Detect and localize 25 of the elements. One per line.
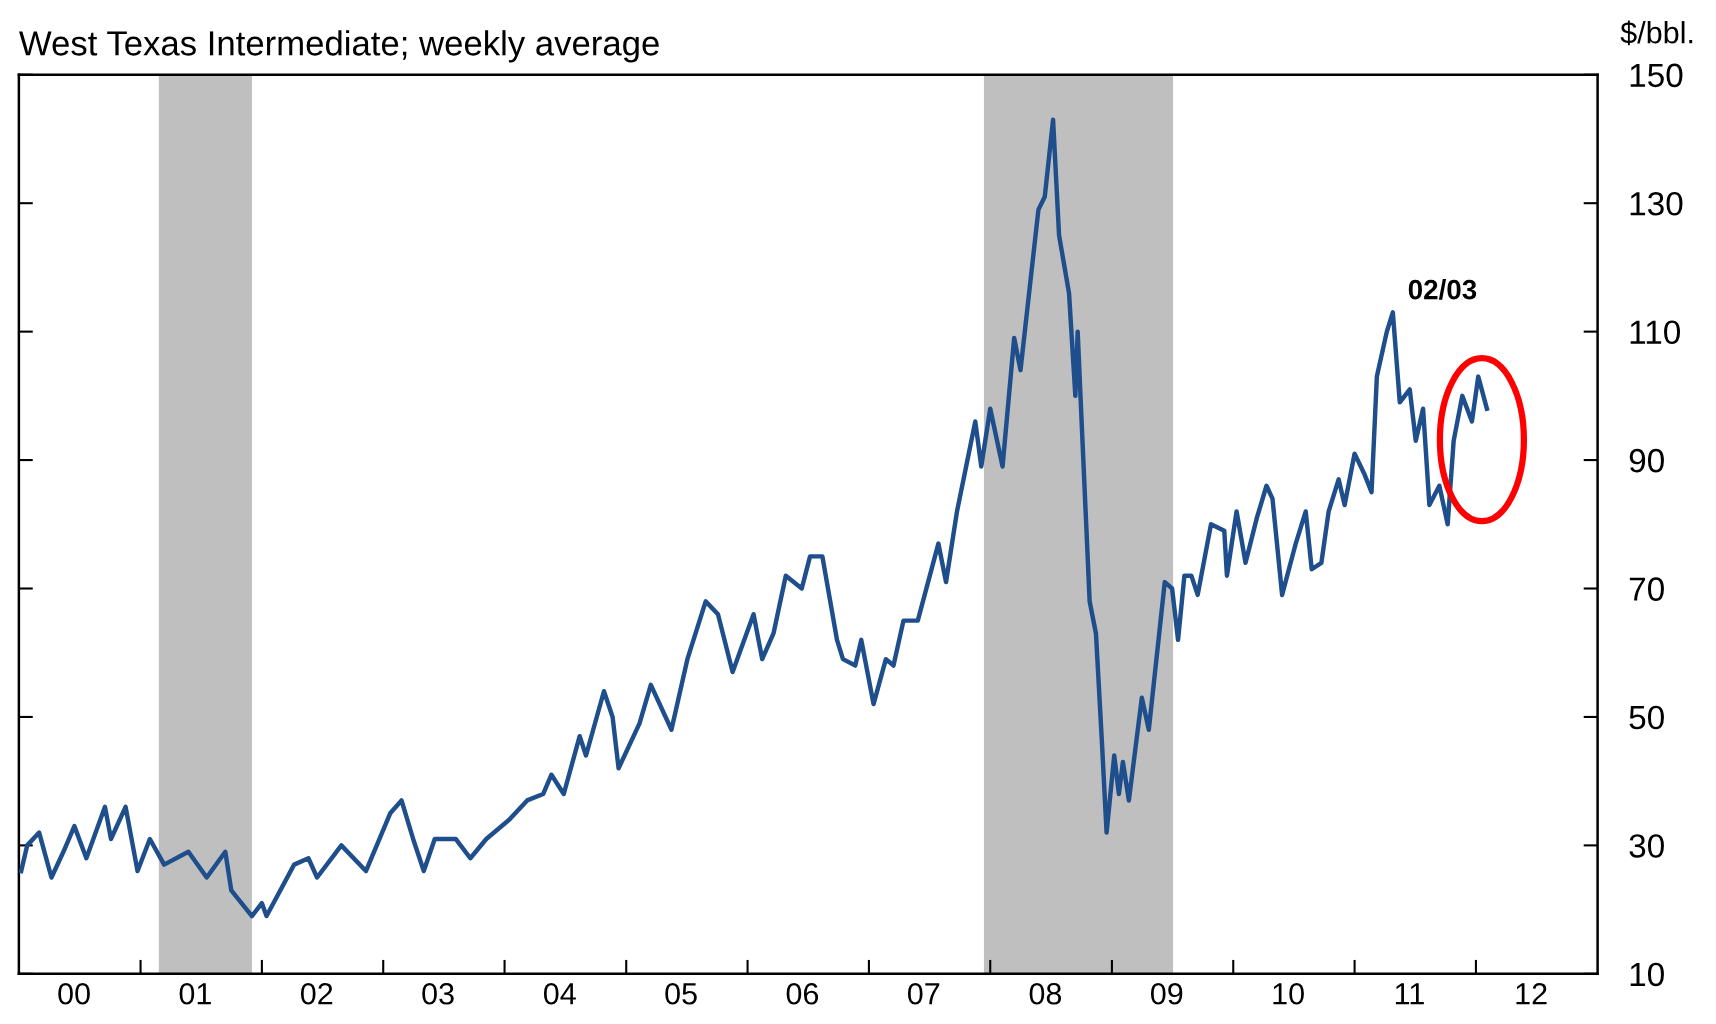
x-tick-label: 06	[786, 982, 819, 1005]
x-tick-label: 10	[1273, 982, 1304, 1005]
x-tick-label: 05	[665, 982, 697, 1005]
y-tick-label: 30	[1629, 834, 1664, 858]
x-tick-label: 00	[58, 982, 90, 1005]
x-tick-label: 04	[543, 982, 576, 1005]
y-tick-label: 110	[1630, 320, 1680, 345]
y-tick-label: 130	[1630, 191, 1683, 216]
y-axis-title: $/bbl.	[1620, 20, 1693, 46]
x-tick-label: 02	[300, 982, 333, 1005]
y-tick-label: 70	[1629, 577, 1664, 601]
x-tick-label: 03	[422, 982, 454, 1005]
x-tick-label: 09	[1150, 982, 1183, 1005]
y-tick-label: 10	[1630, 962, 1664, 987]
chart-title: West Texas Intermediate; weekly average	[19, 30, 659, 63]
y-tick-label: 90	[1629, 448, 1664, 473]
x-tick-label: 12	[1516, 982, 1547, 1005]
y-tick-label: 50	[1629, 705, 1664, 730]
x-tick-label: 08	[1029, 982, 1062, 1005]
x-tick-label: 01	[179, 982, 211, 1005]
x-tick-label: 07	[907, 982, 940, 1005]
x-tick-label: 11	[1395, 983, 1424, 1005]
line-series	[18, 117, 1490, 919]
y-tick-label: 150	[1630, 63, 1683, 88]
annotation: 02/03	[1408, 279, 1477, 300]
